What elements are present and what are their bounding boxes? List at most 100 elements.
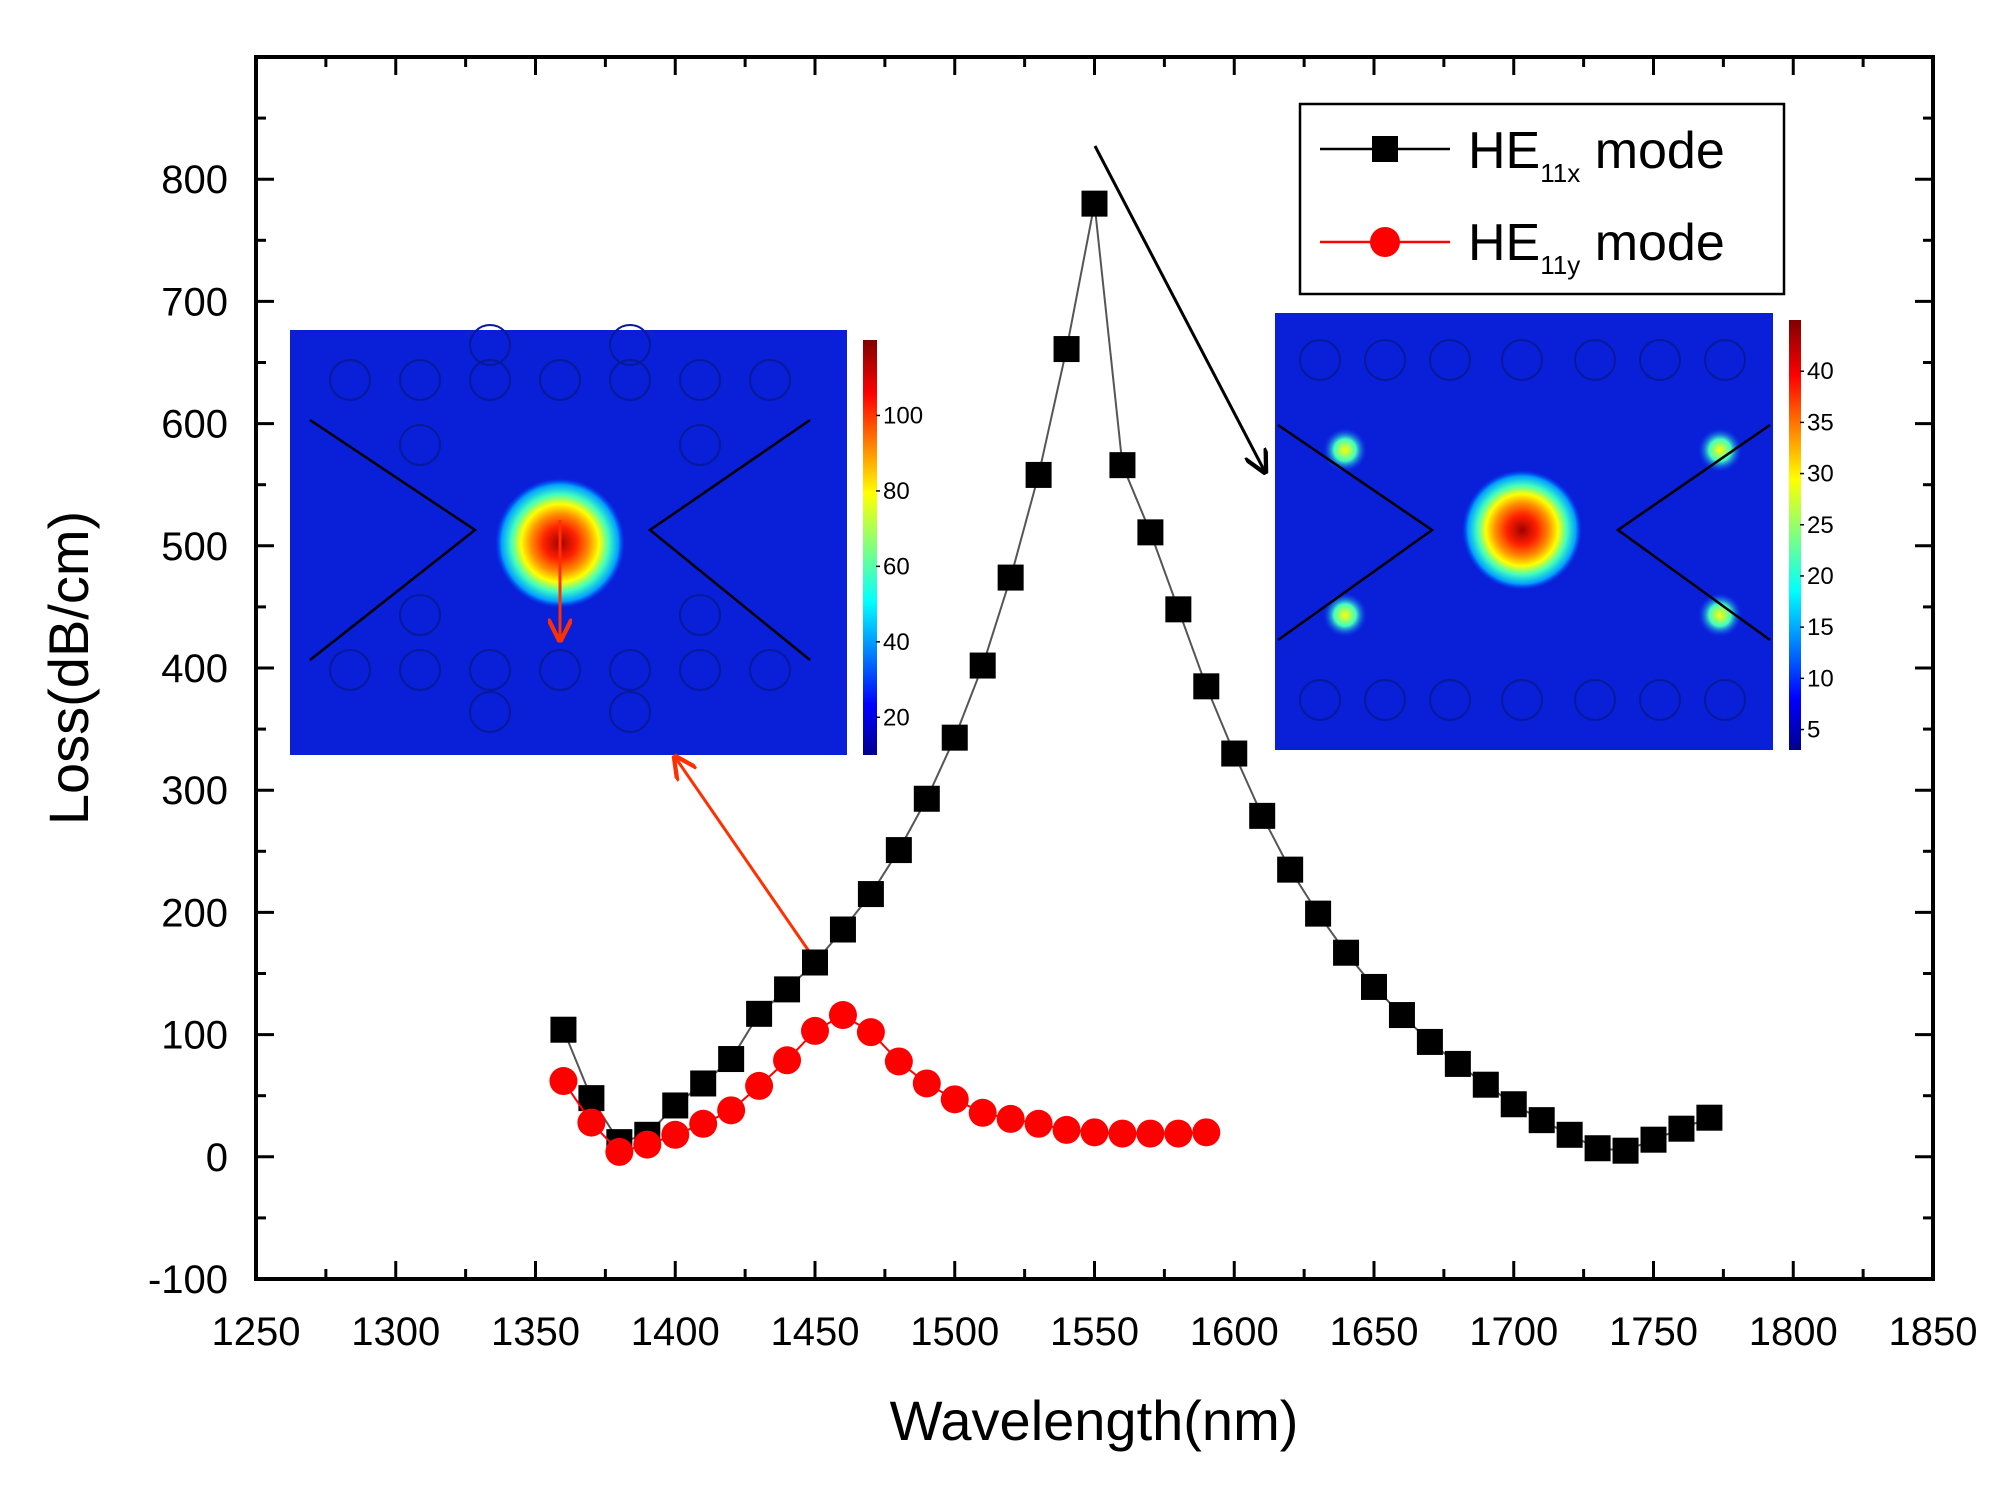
cladding-hole [539, 649, 581, 691]
data-point-he11x [1361, 973, 1387, 1000]
y-tick-label: 500 [161, 525, 228, 569]
data-point-he11x [690, 1070, 717, 1097]
legend-box [1298, 102, 1786, 296]
cladding-hole [609, 359, 651, 401]
data-point-he11x [1221, 740, 1248, 767]
x-tick-label: 1400 [631, 1310, 720, 1354]
colorbar-tick-label: 40 [883, 629, 910, 656]
data-point-he11y [577, 1108, 606, 1137]
data-point-he11x [1696, 1104, 1723, 1131]
cladding-hole [469, 691, 511, 733]
cladding-hole [679, 649, 721, 691]
data-point-he11y [549, 1067, 578, 1096]
data-point-he11y [745, 1071, 774, 1100]
inset-right-side-spot [1698, 428, 1742, 472]
cladding-hole [399, 359, 441, 401]
data-point-he11x [1025, 461, 1052, 488]
legend: HE11x mode HE11y mode [1298, 102, 1786, 296]
cladding-hole [1574, 339, 1616, 381]
cladding-hole [679, 359, 721, 401]
data-point-he11x [774, 976, 801, 1003]
data-point-he11x [1584, 1135, 1611, 1162]
x-tick-label: 1350 [491, 1310, 580, 1354]
cladding-hole [1501, 679, 1543, 721]
inset-right-side-spot [1323, 593, 1367, 637]
cladding-hole [469, 649, 511, 691]
data-point-he11y [801, 1016, 829, 1045]
cladding-hole [1501, 339, 1543, 381]
legend-label-he11y: HE11y mode [1468, 214, 1725, 280]
legend-entry-he11y: HE11y mode [1320, 214, 1725, 280]
data-point-he11x [857, 881, 884, 908]
data-point-he11x [1277, 856, 1304, 883]
colorbar-tick-label: 80 [883, 478, 910, 505]
x-tick-label: 1250 [212, 1310, 301, 1354]
colorbar-tick-label: 25 [1807, 512, 1834, 539]
inset-right-colorbar [1789, 320, 1801, 750]
data-point-he11y [1164, 1119, 1193, 1148]
colorbar-tick-label: 40 [1807, 358, 1834, 385]
data-point-he11x [1165, 596, 1192, 623]
data-point-he11y [689, 1109, 718, 1138]
data-point-he11y [1024, 1109, 1053, 1138]
cladding-hole [1704, 339, 1746, 381]
x-tick-label: 1750 [1609, 1310, 1698, 1354]
cladding-hole [469, 359, 511, 401]
colorbar-tick-label: 10 [1807, 665, 1834, 692]
data-point-he11x [1612, 1137, 1639, 1164]
colorbar-tick-label: 5 [1807, 717, 1820, 744]
data-point-he11x [1053, 336, 1080, 363]
data-point-he11x [1137, 519, 1164, 546]
cladding-hole [1704, 679, 1746, 721]
inset-left-colorbar [863, 340, 877, 755]
cladding-hole [679, 424, 721, 466]
cladding-hole [1639, 339, 1681, 381]
pointer-arrow-red [675, 757, 817, 961]
colorbar-tick-label: 30 [1807, 461, 1834, 488]
y-tick-label: 600 [161, 403, 228, 447]
data-point-he11y [773, 1046, 802, 1075]
x-tick-label: 1600 [1190, 1310, 1279, 1354]
data-point-he11y [1192, 1118, 1221, 1147]
cladding-hole [609, 691, 651, 733]
y-tick-label: 700 [161, 280, 228, 324]
cladding-hole [399, 594, 441, 636]
cladding-hole [399, 649, 441, 691]
colorbar-tick-label: 100 [883, 402, 923, 429]
data-point-he11y [940, 1085, 969, 1114]
data-point-he11x [1500, 1091, 1527, 1118]
x-tick-label: 1800 [1749, 1310, 1838, 1354]
cladding-hole [1574, 679, 1616, 721]
data-point-he11x [1556, 1121, 1583, 1148]
tick-labels: 1250 1300 1350 1400 1450 1500 1550 1600 1650 1700… [148, 158, 1978, 1354]
cladding-hole [1639, 679, 1681, 721]
cladding-hole [469, 324, 511, 366]
legend-marker-he11y [1370, 227, 1400, 257]
inset-he11y-field: 20 40 60 80 100 [290, 324, 923, 755]
series-layer [549, 190, 1723, 1166]
data-point-he11x [913, 785, 940, 812]
colorbar-tick-label: 20 [883, 704, 910, 731]
x-tick-label: 1650 [1330, 1310, 1419, 1354]
x-tick-label: 1300 [351, 1310, 440, 1354]
cladding-hole [329, 649, 371, 691]
data-point-he11x [1640, 1126, 1667, 1153]
cladding-hole [679, 594, 721, 636]
y-tick-label: 0 [206, 1136, 228, 1180]
axis-ticks [254, 57, 1935, 1281]
cladding-hole [1299, 679, 1341, 721]
data-point-he11y [605, 1137, 634, 1166]
colorbar-tick-label: 60 [883, 553, 910, 580]
data-point-he11y [828, 1001, 857, 1030]
data-point-he11y [1108, 1119, 1137, 1148]
y-tick-label: 100 [161, 1014, 228, 1058]
data-point-he11x [802, 949, 828, 976]
x-tick-label: 1450 [771, 1310, 860, 1354]
data-point-he11x [885, 837, 912, 864]
cladding-hole [1364, 679, 1406, 721]
cladding-hole [609, 649, 651, 691]
data-point-he11x [1249, 802, 1276, 829]
pointer-arrow-black [1093, 145, 1265, 472]
data-point-he11x [997, 564, 1024, 591]
inset-left-holes [329, 324, 791, 733]
